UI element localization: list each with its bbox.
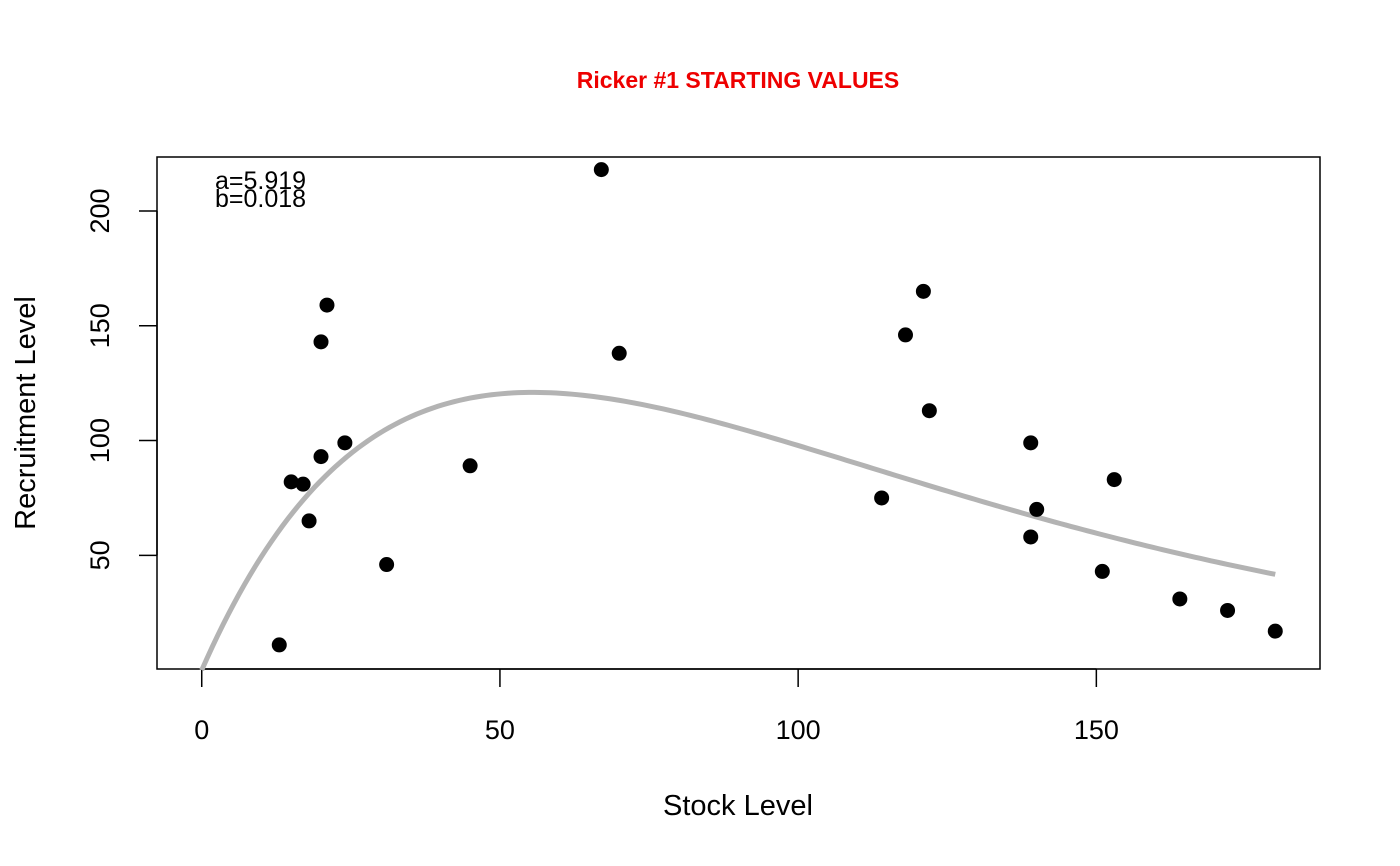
ricker-curve [202, 392, 1276, 670]
x-tick-label: 100 [776, 715, 821, 745]
plot-frame [157, 157, 1320, 669]
x-tick-label: 0 [194, 715, 209, 745]
data-point [296, 477, 311, 492]
data-point [319, 298, 334, 313]
x-tick-label: 50 [485, 715, 515, 745]
annotation-b: b=0.018 [215, 185, 306, 213]
data-point [1023, 529, 1038, 544]
ricker-curve-layer [202, 392, 1276, 670]
data-point [272, 637, 287, 652]
data-point [463, 458, 478, 473]
data-point [922, 403, 937, 418]
y-axis: 50 100 150 200 [85, 188, 157, 570]
data-point [594, 162, 609, 177]
data-point [874, 490, 889, 505]
data-point [314, 334, 329, 349]
data-point [898, 327, 913, 342]
data-point [916, 284, 931, 299]
data-points [272, 162, 1283, 652]
data-point [1029, 502, 1044, 517]
y-tick-label: 100 [85, 418, 115, 463]
y-axis-label: Recruitment Level [10, 296, 42, 530]
data-point [1095, 564, 1110, 579]
data-point [1107, 472, 1122, 487]
chart-title: Ricker #1 STARTING VALUES [577, 67, 900, 93]
data-point [1268, 624, 1283, 639]
y-tick-label: 200 [85, 188, 115, 233]
data-point [1172, 591, 1187, 606]
data-point [337, 435, 352, 450]
x-axis: 0 50 100 150 [194, 669, 1119, 745]
y-tick-label: 50 [85, 540, 115, 570]
data-point [1023, 435, 1038, 450]
data-point [612, 346, 627, 361]
y-tick-label: 150 [85, 303, 115, 348]
data-point [302, 513, 317, 528]
data-point [379, 557, 394, 572]
x-axis-label: Stock Level [663, 790, 813, 822]
x-tick-label: 150 [1074, 715, 1119, 745]
data-point [314, 449, 329, 464]
data-point [1220, 603, 1235, 618]
